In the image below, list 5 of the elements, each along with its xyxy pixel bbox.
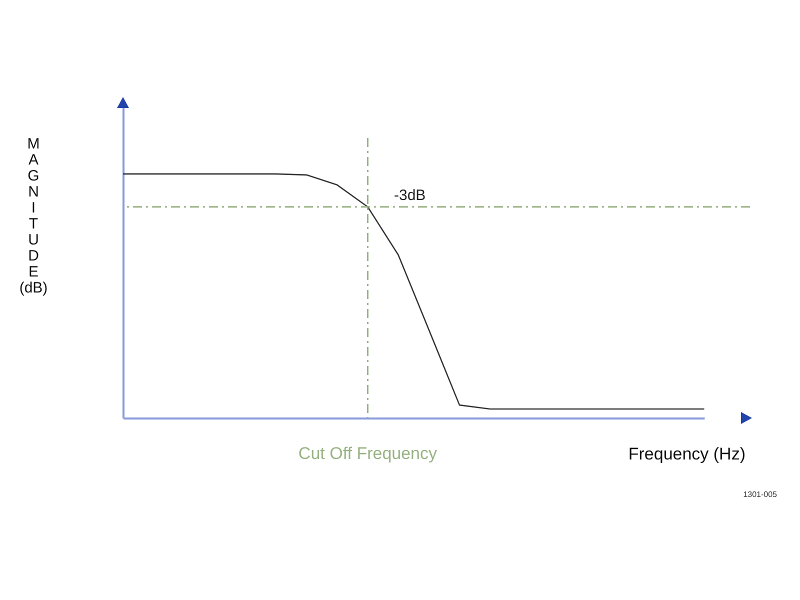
ref-line-label: -3dB xyxy=(394,186,426,204)
text: Cut Off Frequency xyxy=(298,444,438,463)
text: 1301-005 xyxy=(743,490,778,499)
x-axis-title: Frequency (Hz) xyxy=(628,444,746,464)
text: MAGNITUDE (dB) xyxy=(19,136,48,296)
